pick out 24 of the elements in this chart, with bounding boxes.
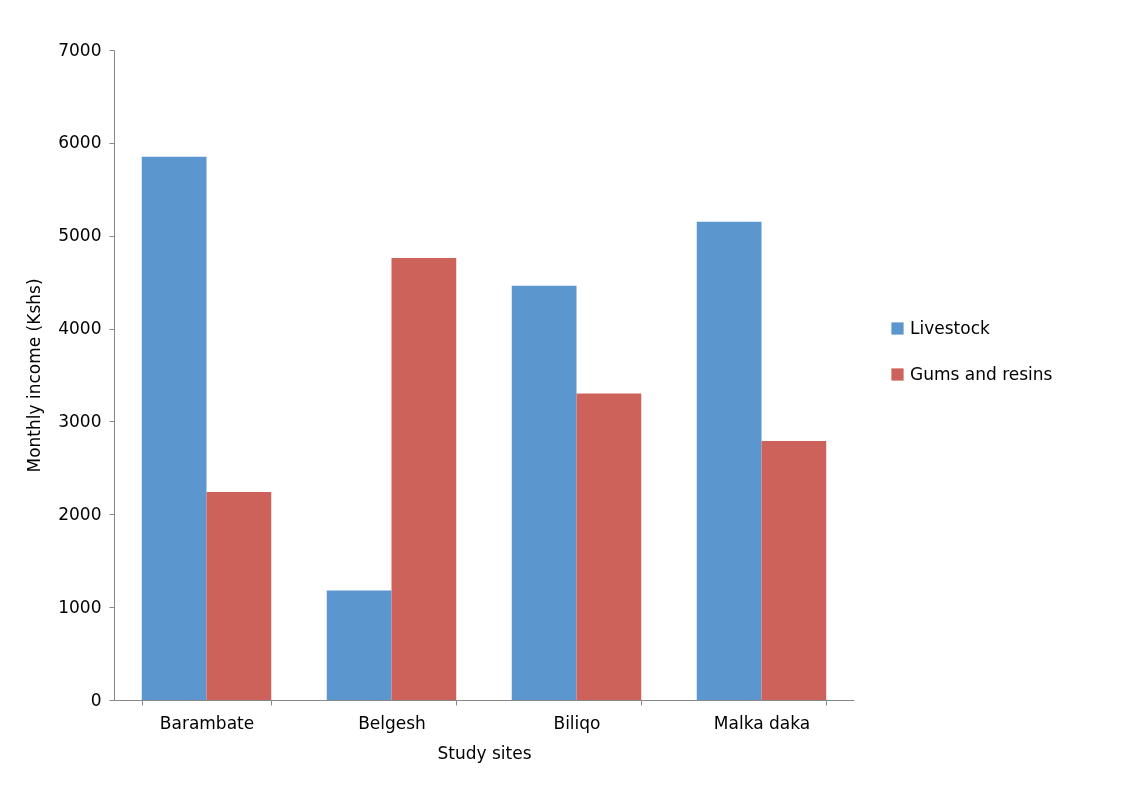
y-tick-label: 0: [90, 689, 102, 710]
y-tick-label: 4000: [58, 318, 102, 339]
legend-label: Gums and resins: [910, 363, 1053, 384]
y-tick-label: 2000: [58, 503, 102, 524]
bar: [511, 285, 577, 700]
bar: [326, 590, 392, 700]
y-tick-label: 5000: [58, 225, 102, 246]
y-tick-label: 7000: [58, 39, 102, 60]
bar: [696, 221, 762, 700]
bar: [391, 258, 457, 700]
legend-label: Livestock: [910, 317, 990, 338]
y-tick-label: 3000: [58, 410, 102, 431]
bar: [206, 492, 272, 700]
bar: [576, 393, 642, 700]
bar: [761, 440, 827, 700]
x-axis-title: Study sites: [437, 742, 532, 763]
y-tick-label: 6000: [58, 132, 102, 153]
y-tick-label: 1000: [58, 596, 102, 617]
x-tick-label: Barambate: [159, 712, 255, 733]
y-axis-title: Monthly income (Kshs): [24, 278, 45, 473]
x-tick-label: Biliqo: [553, 712, 601, 733]
bar: [141, 156, 207, 700]
x-tick-label: Belgesh: [358, 712, 426, 733]
x-tick-label: Malka daka: [713, 712, 811, 733]
